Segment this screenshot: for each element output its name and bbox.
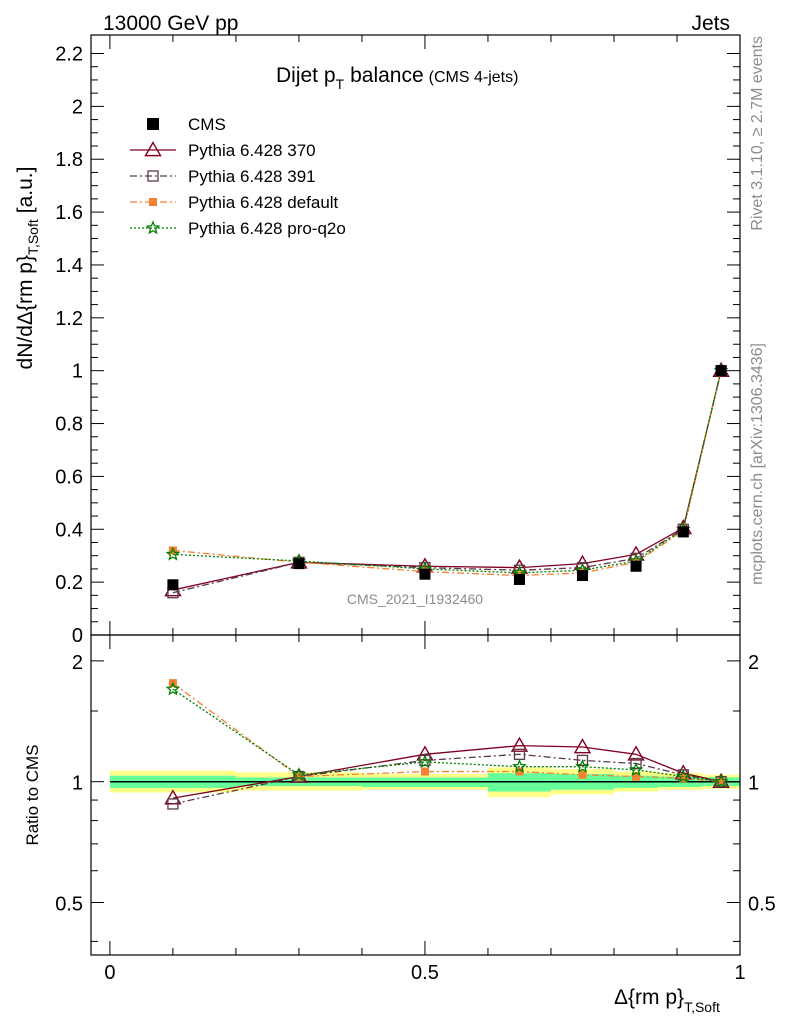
main-ytick-label: 2 — [72, 96, 83, 118]
ratio-series-point — [575, 758, 590, 773]
ratio-series-point — [578, 770, 587, 779]
ratio-series-point — [510, 736, 529, 752]
main-series-point — [419, 568, 431, 580]
ratio-series-point — [420, 767, 429, 776]
header-jets: Jets — [691, 12, 730, 35]
main-ytick-label: 0.4 — [55, 519, 83, 541]
ratio-ytick-label: 0.5 — [55, 894, 83, 916]
main-series-point — [165, 546, 181, 561]
ratio-series-line — [172, 682, 722, 783]
ratio-series-point — [679, 774, 688, 783]
main-title: Dijet pT balance (CMS 4-jets) — [276, 64, 518, 92]
svg-text:dN/dΔ{rm p}T,Soft[a.u.]: dN/dΔ{rm p}T,Soft [a.u.] — [14, 167, 41, 370]
main-ytick-label: 1.8 — [55, 149, 83, 171]
main-series-point — [293, 558, 305, 570]
ratio-series-point — [294, 772, 303, 781]
main-ylabel-text: dN/dΔ{rm p} — [14, 255, 37, 369]
ratio-xtick-label: 0.5 — [411, 962, 439, 984]
ratio-series-point — [167, 798, 179, 810]
ratio-frame — [90, 634, 741, 956]
main-ytick-label: 0 — [72, 625, 83, 647]
ratio-series-point — [628, 762, 644, 777]
main-ytick-label: 1.4 — [55, 255, 83, 277]
ratio-ylabel: Ratio to CMS — [23, 744, 42, 845]
ratio-ytick-label: 2 — [72, 652, 83, 674]
main-ytick-label: 0.2 — [55, 572, 83, 594]
mcplots-label: mcplots.cern.ch [arXiv:1306.3436] — [749, 343, 766, 585]
main-plot: 0 0.2 0.4 0.6 0.8 1 1.2 1.4 1.6 1.8 2 2.2 — [55, 34, 741, 647]
xlabel-text: Δ{rm p} — [614, 986, 684, 1009]
main-title-note: (CMS 4-jets) — [429, 69, 519, 86]
ratio-series-point — [713, 773, 729, 788]
ratio-series-line — [172, 688, 722, 783]
ratio-xtick-label: 0 — [104, 962, 115, 984]
legend-marker — [149, 198, 157, 206]
ratio-plot: 0.5 0.5 1 1 2 2 0 0.5 1 — [55, 634, 776, 984]
ratio-series-point — [630, 757, 642, 770]
main-title-text: Dijet p — [276, 64, 336, 87]
rivet-label: Rivet 3.1.10, ≥ 2.7M events — [749, 36, 766, 231]
main-ytick-label: 0.6 — [55, 466, 83, 488]
ratio-series-point — [165, 681, 181, 696]
ratio-series-point — [675, 768, 691, 783]
main-series-point — [630, 560, 642, 572]
ratio-series-point — [573, 738, 592, 754]
main-ytick-label: 2.2 — [55, 44, 83, 66]
ratio-series-point — [576, 754, 589, 767]
main-series-line — [172, 370, 722, 577]
main-ylabel: dN/dΔ{rm p}T,Soft [a.u.] — [14, 167, 41, 370]
legend-label: CMS — [188, 115, 226, 134]
main-series-point — [168, 546, 177, 555]
ratio-series-point — [515, 767, 524, 776]
watermark: CMS_2021_I1932460 — [347, 591, 483, 607]
ratio-ytick-label-right: 2 — [748, 652, 759, 674]
ratio-series-point — [291, 767, 307, 782]
main-title-sub: T — [336, 76, 345, 92]
main-title-suffix: balance — [350, 64, 424, 87]
xlabel: Δ{rm p}T,Soft — [614, 986, 720, 1015]
ratio-ytick-label: 1 — [72, 773, 83, 795]
ratio-series-line — [172, 753, 722, 805]
legend-label: Pythia 6.428 391 — [188, 167, 316, 186]
legend-marker — [147, 118, 159, 130]
legend-label: Pythia 6.428 default — [188, 193, 339, 212]
main-ytick-label: 0.8 — [55, 414, 83, 436]
legend: CMS Pythia 6.428 370 Pythia 6.428 391 Pythi… — [130, 115, 346, 238]
ratio-series-point — [417, 754, 433, 769]
main-ytick-label: 1 — [72, 361, 83, 383]
legend-label: Pythia 6.428 370 — [188, 141, 316, 160]
main-ytick-label: 1.6 — [55, 202, 83, 224]
ratio-xtick-label: 1 — [734, 962, 745, 984]
ratio-ytick-label-right: 1 — [748, 773, 759, 795]
xlabel-sub: T,Soft — [684, 999, 720, 1015]
main-series-point — [677, 526, 689, 538]
main-series-line — [172, 370, 722, 574]
main-ylabel-sub: T,Soft — [25, 219, 41, 255]
ratio-series-point — [627, 745, 645, 761]
legend-marker — [144, 141, 162, 157]
main-ylabel-unit: [a.u.] — [14, 167, 37, 214]
header-energy: 13000 GeV pp — [103, 12, 238, 35]
main-series-point — [167, 579, 179, 591]
legend-marker — [147, 170, 159, 182]
main-series-point — [513, 573, 525, 585]
ratio-series-point — [632, 772, 641, 781]
main-series-point — [715, 365, 727, 377]
legend-marker — [145, 220, 161, 235]
ratio-series-point — [512, 758, 527, 773]
main-series-point — [576, 570, 588, 582]
main-ytick-label: 1.2 — [55, 308, 83, 330]
ratio-ytick-label-right: 0.5 — [748, 894, 776, 916]
legend-label: Pythia 6.428 pro-q2o — [188, 219, 346, 238]
